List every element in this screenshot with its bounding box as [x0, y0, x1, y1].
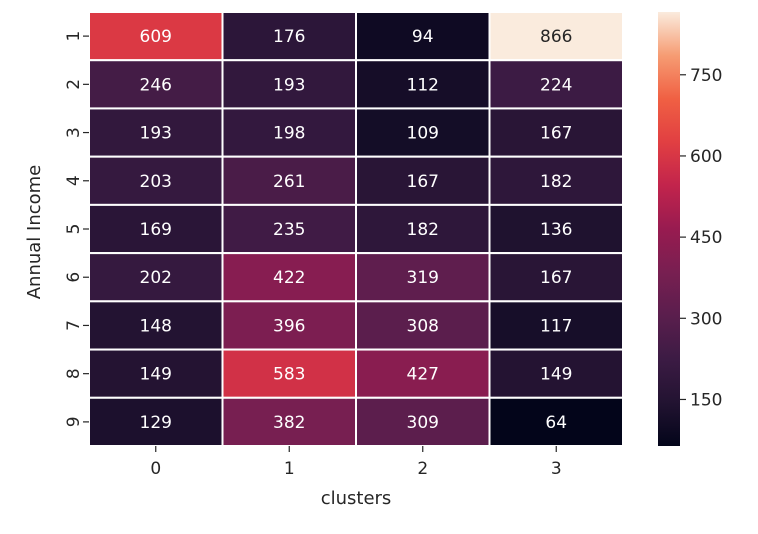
heatmap-cell: [488, 252, 624, 303]
heatmap-cell: [488, 203, 624, 255]
y-tick-label: 8: [64, 368, 84, 379]
heatmap-cell-label: 117: [540, 316, 572, 336]
heatmap-cell: [221, 203, 357, 255]
heatmap-cell-label: 169: [140, 220, 172, 240]
heatmap-cell-label: 182: [407, 220, 439, 240]
heatmap-cell-label: 319: [407, 268, 439, 288]
y-tick-label: 9: [64, 416, 84, 427]
heatmap-cell: [488, 11, 624, 62]
colorbar-ticks: 150 300 450 600 750: [680, 66, 722, 410]
heatmap-cells: [88, 11, 624, 447]
y-tick-label: 1: [64, 31, 84, 42]
heatmap-cell: [488, 155, 624, 206]
heatmap-cell-label: 382: [273, 413, 305, 433]
heatmap-cell-label: 202: [140, 268, 172, 288]
colorbar-tick-label: 300: [690, 309, 722, 329]
heatmap-cell-label: 866: [540, 27, 572, 47]
heatmap-cell-label: 261: [273, 172, 305, 192]
heatmap-cell-labels: 609 176 94 866 246 193 112 224 193 198 109 167 203 26…: [140, 27, 573, 433]
heatmap-cell: [355, 252, 491, 303]
heatmap-cell: [221, 252, 357, 303]
heatmap-cell: [221, 59, 357, 110]
heatmap-cell-label: 149: [140, 365, 172, 385]
heatmap-cell-label: 109: [407, 124, 439, 144]
heatmap-cell-label: 94: [412, 27, 434, 47]
heatmap-cell-label: 176: [273, 27, 305, 47]
heatmap-cell-label: 167: [540, 124, 572, 144]
x-axis-ticks: 0 1 2 3: [150, 446, 562, 479]
heatmap-cell-label: 167: [540, 268, 572, 288]
heatmap-cell: [488, 300, 624, 351]
heatmap-cell-label: 149: [540, 365, 572, 385]
colorbar: [658, 12, 680, 446]
heatmap-cell-label: 246: [140, 75, 172, 95]
heatmap-cell: [355, 203, 491, 255]
y-axis-title: Annual Income: [24, 165, 45, 300]
heatmap-cell-label: 309: [407, 413, 439, 433]
colorbar-tick-label: 750: [690, 66, 722, 86]
colorbar-tick-label: 450: [690, 228, 722, 248]
x-tick-label: 3: [551, 459, 562, 479]
heatmap-cell-label: 609: [140, 27, 172, 47]
x-tick-label: 0: [150, 459, 161, 479]
heatmap-cell-label: 235: [273, 220, 305, 240]
x-tick-label: 2: [417, 459, 428, 479]
heatmap-cell-label: 112: [407, 75, 439, 95]
heatmap-cell-label: 193: [273, 75, 305, 95]
heatmap-cell-label: 136: [540, 220, 572, 240]
heatmap-cell-label: 182: [540, 172, 572, 192]
heatmap-cell-label: 427: [407, 365, 439, 385]
y-tick-label: 6: [64, 272, 84, 283]
heatmap-cell-label: 224: [540, 75, 572, 95]
colorbar-tick-label: 600: [690, 147, 722, 167]
x-axis-title: clusters: [321, 488, 392, 509]
heatmap-cell-label: 148: [140, 316, 172, 336]
heatmap-cell-label: 129: [140, 413, 172, 433]
heatmap-cell: [355, 348, 491, 399]
heatmap-cell-label: 422: [273, 268, 305, 288]
heatmap-cell-label: 396: [273, 316, 305, 336]
colorbar-tick-label: 150: [690, 390, 722, 410]
heatmap-cell-label: 198: [273, 124, 305, 144]
y-tick-label: 7: [64, 320, 84, 331]
y-tick-label: 3: [64, 127, 84, 138]
heatmap-cell-label: 167: [407, 172, 439, 192]
heatmap-cell-label: 583: [273, 365, 305, 385]
heatmap-cell-label: 64: [545, 413, 567, 433]
heatmap-cell-label: 193: [140, 124, 172, 144]
heatmap-cell: [488, 396, 624, 447]
heatmap-cell-label: 308: [407, 316, 439, 336]
y-tick-label: 2: [64, 79, 84, 90]
heatmap-cell: [488, 107, 624, 158]
y-axis-ticks: 1 2 3 4 5 6 7 8 9: [64, 31, 89, 427]
x-tick-label: 1: [284, 459, 295, 479]
y-tick-label: 4: [64, 175, 84, 186]
heatmap-cell: [221, 155, 357, 206]
heatmap-cell: [88, 348, 224, 399]
heatmap-cell: [488, 59, 624, 110]
y-tick-label: 5: [64, 224, 84, 235]
heatmap-cell: [221, 11, 357, 62]
heatmap-cell: [355, 300, 491, 351]
heatmap-cell-label: 203: [140, 172, 172, 192]
heatmap-cell: [221, 107, 357, 158]
